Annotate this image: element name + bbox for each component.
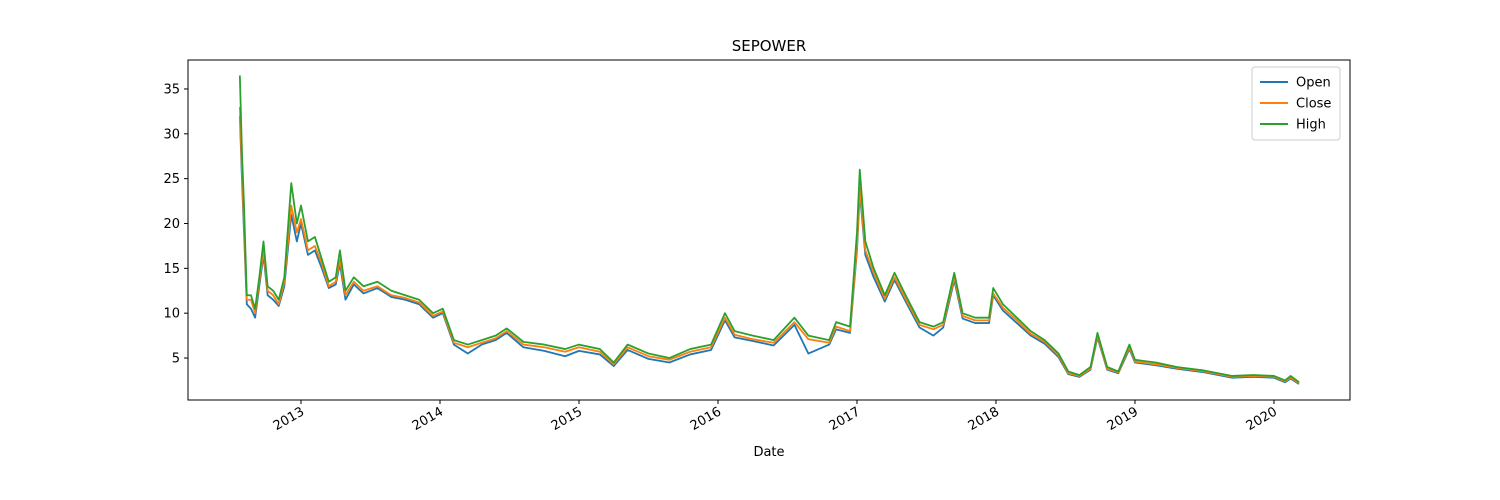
y-tick-label: 15 [163,262,180,277]
x-tick-label: 2017 [827,404,863,434]
x-tick-label: 2019 [1105,404,1141,434]
chart-title: SEPOWER [732,37,807,55]
x-tick-label: 2018 [966,404,1002,434]
x-tick-label: 2013 [271,404,307,434]
x-tick-label: 2015 [549,404,585,434]
x-tick-label: 2016 [688,404,724,434]
y-tick-label: 35 [163,82,180,97]
legend-label: Close [1296,97,1331,112]
legend: Open Close High [1251,66,1341,141]
y-tick-label: 20 [163,217,180,232]
x-tick-label: 2020 [1244,404,1280,434]
legend-box [1251,66,1341,141]
x-axis-label: Date [753,445,784,460]
y-tick-label: 5 [172,352,180,367]
series-line [238,75,1300,383]
plot-frame [187,59,1351,401]
series-line [238,106,1300,384]
legend-label: High [1296,118,1326,133]
y-tick-label: 30 [163,127,180,142]
y-tick-label: 10 [163,307,180,322]
series-line [238,115,1300,385]
x-tick-label: 2014 [410,404,446,434]
legend-label: Open [1296,76,1331,91]
y-tick-label: 25 [163,172,180,187]
